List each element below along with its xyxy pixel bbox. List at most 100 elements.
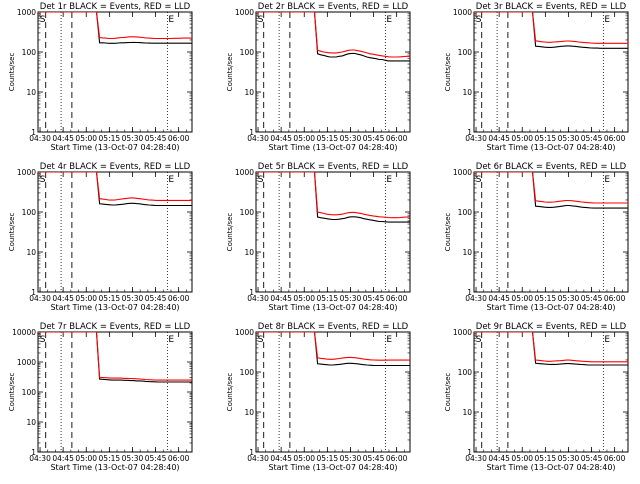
panel-det-4: Det 4r BLACK = Events, RED = LLD 1 10 100 10… bbox=[8, 162, 193, 312]
series-events-line bbox=[474, 12, 628, 49]
x-tick-label: 05:15 bbox=[317, 454, 339, 463]
x-tick-label: 04:45 bbox=[488, 134, 510, 143]
x-tick-label: 05:45 bbox=[145, 454, 167, 463]
y-tick-label: 1000 bbox=[235, 8, 254, 17]
x-tick-label: 05:30 bbox=[558, 294, 580, 303]
panel-title: Det 5r BLACK = Events, RED = LLD bbox=[258, 162, 409, 172]
start-marker-label: S bbox=[258, 175, 264, 185]
x-tick-label: 06:00 bbox=[168, 294, 190, 303]
x-tick-label: 05:30 bbox=[558, 454, 580, 463]
y-axis-label: Counts/sec bbox=[226, 213, 234, 252]
y-tick-label: 100 bbox=[240, 208, 255, 217]
panel-title: Det 1r BLACK = Events, RED = LLD bbox=[40, 2, 191, 12]
x-tick-label: 05:30 bbox=[122, 134, 144, 143]
x-tick-label: 05:00 bbox=[293, 454, 315, 463]
y-tick-label: 10 bbox=[462, 88, 472, 97]
x-tick-label: 04:45 bbox=[270, 134, 292, 143]
y-tick-label: 1 bbox=[467, 288, 472, 297]
end-marker-label: E bbox=[168, 175, 174, 185]
y-tick-label: 1 bbox=[31, 288, 36, 297]
x-tick-label: 04:30 bbox=[465, 134, 487, 143]
series-events-line bbox=[256, 12, 410, 62]
series-events-line bbox=[474, 332, 628, 366]
y-tick-label: 1 bbox=[467, 448, 472, 457]
x-tick-label: 04:30 bbox=[465, 294, 487, 303]
series-lld-line bbox=[256, 172, 410, 219]
x-tick-label: 05:30 bbox=[122, 454, 144, 463]
series-lld-line bbox=[474, 332, 628, 363]
y-axis-label: Counts/sec bbox=[226, 373, 234, 412]
x-tick-label: 06:00 bbox=[386, 294, 408, 303]
y-tick-label: 1000 bbox=[453, 168, 472, 177]
x-tick-label: 05:45 bbox=[363, 134, 385, 143]
x-tick-label: 04:30 bbox=[29, 134, 51, 143]
y-tick-label: 1000 bbox=[453, 328, 472, 337]
y-tick-label: 10 bbox=[26, 88, 36, 97]
end-marker-label: E bbox=[168, 335, 174, 345]
y-tick-label: 1000 bbox=[17, 168, 36, 177]
x-tick-label: 04:45 bbox=[270, 454, 292, 463]
x-tick-label: 05:00 bbox=[293, 134, 315, 143]
panel-title: Det 8r BLACK = Events, RED = LLD bbox=[258, 322, 409, 332]
y-axis-label: Counts/sec bbox=[226, 53, 234, 92]
series-lld-line bbox=[474, 12, 628, 44]
series-events-line bbox=[38, 12, 192, 44]
x-tick-label: 04:30 bbox=[465, 454, 487, 463]
y-axis-label: Counts/sec bbox=[8, 373, 16, 412]
end-marker-label: E bbox=[168, 15, 174, 25]
panel-title: Det 4r BLACK = Events, RED = LLD bbox=[40, 162, 191, 172]
x-tick-label: 04:45 bbox=[488, 454, 510, 463]
x-tick-label: 05:15 bbox=[317, 134, 339, 143]
x-tick-label: 06:00 bbox=[604, 134, 626, 143]
x-tick-label: 04:30 bbox=[247, 134, 269, 143]
panel-det-1: Det 1r BLACK = Events, RED = LLD 1 10 100 10… bbox=[8, 2, 193, 152]
x-tick-label: 05:15 bbox=[99, 294, 121, 303]
start-marker-label: S bbox=[40, 335, 46, 345]
y-tick-label: 100 bbox=[22, 48, 37, 57]
x-tick-label: 05:00 bbox=[75, 294, 97, 303]
panel-det-3: Det 3r BLACK = Events, RED = LLD 1 10 100 10… bbox=[444, 2, 629, 152]
y-tick-label: 1000 bbox=[17, 358, 36, 367]
y-tick-label: 100 bbox=[22, 208, 37, 217]
panel-title: Det 3r BLACK = Events, RED = LLD bbox=[476, 2, 627, 12]
x-tick-label: 05:15 bbox=[535, 294, 557, 303]
panel-det-5: Det 5r BLACK = Events, RED = LLD 1 10 100 10… bbox=[226, 162, 411, 312]
panel-title: Det 7r BLACK = Events, RED = LLD bbox=[40, 322, 191, 332]
x-tick-label: 05:00 bbox=[511, 454, 533, 463]
x-tick-label: 05:45 bbox=[363, 294, 385, 303]
y-axis-label: Counts/sec bbox=[444, 53, 452, 92]
start-marker-label: S bbox=[40, 15, 46, 25]
plot-frame bbox=[255, 171, 411, 293]
end-marker-label: E bbox=[604, 15, 610, 25]
x-tick-label: 05:45 bbox=[363, 454, 385, 463]
x-tick-label: 04:45 bbox=[488, 294, 510, 303]
x-axis-label: Start Time (13-Oct-07 04:28:40) bbox=[486, 143, 615, 152]
y-tick-label: 1 bbox=[249, 448, 254, 457]
x-tick-label: 05:30 bbox=[340, 134, 362, 143]
series-lld-line bbox=[38, 172, 192, 201]
y-tick-label: 10 bbox=[244, 248, 254, 257]
x-tick-label: 05:30 bbox=[340, 294, 362, 303]
panel-title: Det 6r BLACK = Events, RED = LLD bbox=[476, 162, 627, 172]
x-tick-label: 05:00 bbox=[511, 134, 533, 143]
x-tick-label: 06:00 bbox=[386, 134, 408, 143]
x-tick-label: 04:45 bbox=[52, 134, 74, 143]
x-tick-label: 05:45 bbox=[581, 294, 603, 303]
x-tick-label: 05:15 bbox=[535, 134, 557, 143]
plot-frame bbox=[473, 171, 629, 293]
y-tick-label: 100 bbox=[458, 48, 473, 57]
plot-frame bbox=[255, 331, 411, 453]
series-lld-line bbox=[38, 12, 192, 40]
panel-det-6: Det 6r BLACK = Events, RED = LLD 1 10 100 10… bbox=[444, 162, 629, 312]
plot-frame bbox=[473, 331, 629, 453]
y-tick-label: 10 bbox=[462, 408, 472, 417]
x-tick-label: 04:30 bbox=[247, 294, 269, 303]
x-tick-label: 05:15 bbox=[99, 454, 121, 463]
series-events-line bbox=[38, 332, 192, 383]
x-tick-label: 06:00 bbox=[168, 134, 190, 143]
x-axis-label: Start Time (13-Oct-07 04:28:40) bbox=[268, 463, 397, 472]
y-tick-label: 10 bbox=[26, 248, 36, 257]
y-tick-label: 1 bbox=[31, 128, 36, 137]
x-tick-label: 05:15 bbox=[99, 134, 121, 143]
